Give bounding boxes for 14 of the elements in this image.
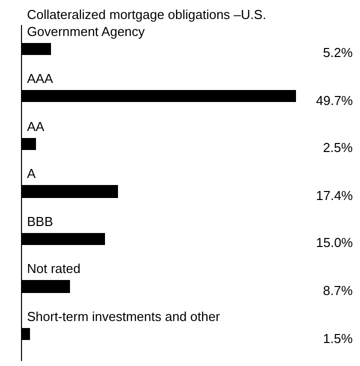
data-label: 15.0% bbox=[316, 235, 354, 250]
y-tick-label: A bbox=[27, 166, 36, 181]
y-tick-label: Collateralized mortgage obligations –U.S. Government Agency bbox=[27, 7, 266, 39]
y-tick-label: Not rated bbox=[27, 261, 80, 276]
data-label: 5.2% bbox=[323, 45, 354, 60]
data-label: 49.7% bbox=[316, 93, 354, 108]
y-tick-label: AA bbox=[27, 119, 45, 134]
y-tick-label: AAA bbox=[27, 71, 54, 86]
data-label: 1.5% bbox=[323, 331, 354, 346]
y-tick-label: Short-term investments and other bbox=[27, 309, 221, 324]
data-label: 17.4% bbox=[316, 188, 354, 203]
y-tick-label: BBB bbox=[27, 214, 54, 229]
data-label: 2.5% bbox=[323, 140, 354, 155]
data-label: 8.7% bbox=[323, 283, 354, 298]
